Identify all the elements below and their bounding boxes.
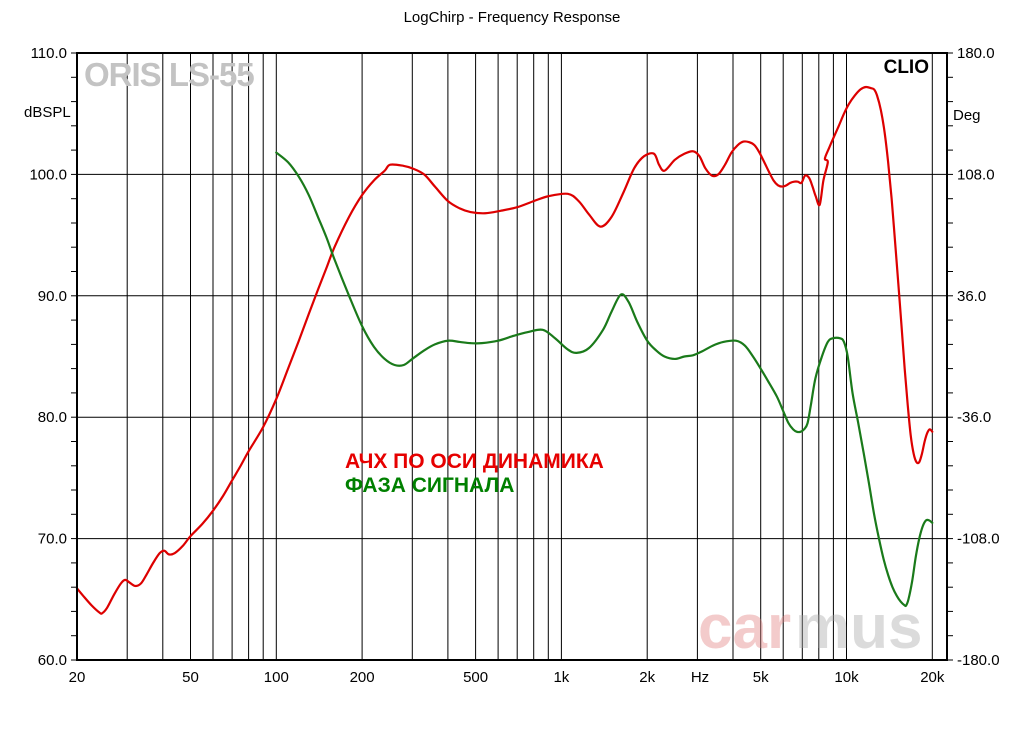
svg-text:100: 100	[264, 669, 289, 686]
svg-text:-108.0: -108.0	[957, 531, 1000, 548]
svg-text:200: 200	[350, 669, 375, 686]
svg-text:108.0: 108.0	[957, 166, 995, 183]
svg-text:110.0: 110.0	[31, 45, 67, 62]
svg-text:5k: 5k	[753, 669, 769, 686]
svg-text:-180.0: -180.0	[957, 652, 1000, 669]
svg-text:180.0: 180.0	[957, 45, 995, 62]
svg-text:ORIS LS-55: ORIS LS-55	[84, 56, 254, 93]
svg-text:Hz: Hz	[691, 669, 709, 686]
svg-text:АЧХ ПО ОСИ ДИНАМИКА: АЧХ ПО ОСИ ДИНАМИКА	[345, 450, 604, 473]
svg-text:-36.0: -36.0	[957, 409, 991, 426]
svg-text:90.0: 90.0	[38, 288, 67, 305]
svg-text:20k: 20k	[920, 669, 945, 686]
svg-text:CLIO: CLIO	[884, 57, 929, 78]
svg-text:10k: 10k	[834, 669, 859, 686]
svg-text:mus: mus	[795, 593, 922, 662]
svg-text:70.0: 70.0	[38, 531, 67, 548]
svg-text:60.0: 60.0	[38, 652, 67, 669]
svg-text:1k: 1k	[553, 669, 569, 686]
svg-text:car: car	[698, 593, 791, 662]
svg-text:20: 20	[69, 669, 86, 686]
svg-text:Deg: Deg	[953, 107, 981, 124]
svg-text:36.0: 36.0	[957, 288, 986, 305]
svg-text:100.0: 100.0	[29, 166, 67, 183]
svg-text:50: 50	[182, 669, 199, 686]
svg-text:ФАЗА СИГНАЛА: ФАЗА СИГНАЛА	[345, 474, 514, 497]
svg-text:80.0: 80.0	[38, 409, 67, 426]
svg-text:LogChirp - Frequency Response: LogChirp - Frequency Response	[404, 9, 621, 26]
svg-text:500: 500	[463, 669, 488, 686]
svg-text:2k: 2k	[639, 669, 655, 686]
svg-text:dBSPL: dBSPL	[24, 104, 71, 121]
